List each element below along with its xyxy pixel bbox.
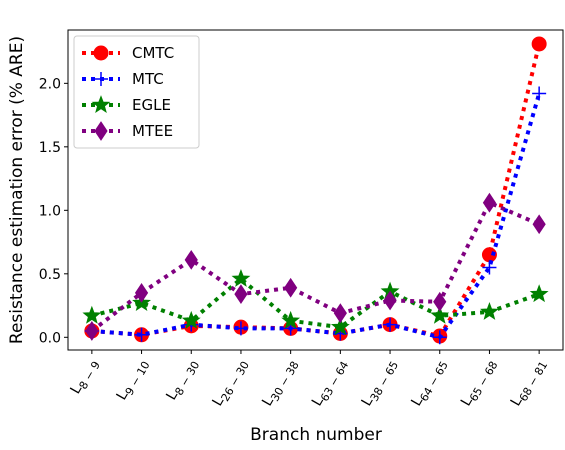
x-tick-label: L63 − 64 [309, 356, 351, 411]
marker [529, 284, 549, 303]
x-tick-label: L30 − 38 [259, 356, 301, 411]
marker [281, 310, 301, 329]
series-line [91, 92, 542, 340]
marker [184, 249, 198, 270]
x-tick-label: L8 − 9 [67, 356, 102, 398]
marker [231, 268, 251, 287]
y-axis-label: Resistance estimation error (% ARE) [7, 36, 27, 344]
marker [234, 284, 248, 305]
marker [85, 321, 99, 341]
marker [430, 305, 450, 324]
x-tick-label: L68 − 81 [508, 356, 550, 411]
x-tick-label: L9 − 10 [114, 356, 153, 404]
marker [233, 321, 248, 336]
marker [284, 277, 298, 298]
x-tick-label: L38 − 65 [359, 356, 401, 411]
marker [94, 121, 108, 141]
marker [330, 317, 350, 336]
x-tick-label: L26 − 30 [210, 356, 252, 411]
y-tick-label: 2.0 [39, 76, 61, 92]
marker [134, 327, 149, 342]
marker [93, 45, 109, 61]
marker [91, 95, 111, 114]
marker [531, 36, 547, 52]
x-tick-label: L8 − 30 [163, 356, 202, 404]
marker [482, 260, 497, 275]
marker [181, 310, 201, 329]
marker [333, 303, 347, 324]
y-tick-label: 1.5 [39, 140, 61, 156]
x-tick-label: L65 − 68 [458, 356, 500, 411]
marker [482, 192, 497, 213]
legend-label: CMTC [132, 44, 174, 62]
series-line [90, 200, 540, 333]
series-line [91, 276, 540, 330]
marker [383, 290, 397, 311]
marker [532, 214, 546, 235]
legend-box [73, 35, 200, 149]
legend-label: MTC [132, 70, 164, 88]
marker [134, 282, 149, 303]
marker [532, 86, 547, 101]
legend-label: EGLE [132, 96, 171, 114]
marker [433, 291, 447, 312]
marker [383, 317, 398, 332]
marker [82, 305, 102, 324]
legend-label: MTEE [132, 122, 173, 140]
y-tick-label: 0.5 [39, 267, 61, 283]
marker [94, 72, 108, 86]
y-tick-label: 0.0 [39, 330, 61, 346]
x-tick-label: L64 − 65 [408, 356, 450, 411]
plot-frame [67, 29, 564, 351]
legend: CMTC MTC EGLE MTEE [73, 35, 200, 149]
marker [432, 330, 447, 345]
x-axis-label: Branch number [250, 425, 382, 445]
marker [480, 301, 499, 320]
y-tick-label: 1.0 [39, 203, 61, 219]
